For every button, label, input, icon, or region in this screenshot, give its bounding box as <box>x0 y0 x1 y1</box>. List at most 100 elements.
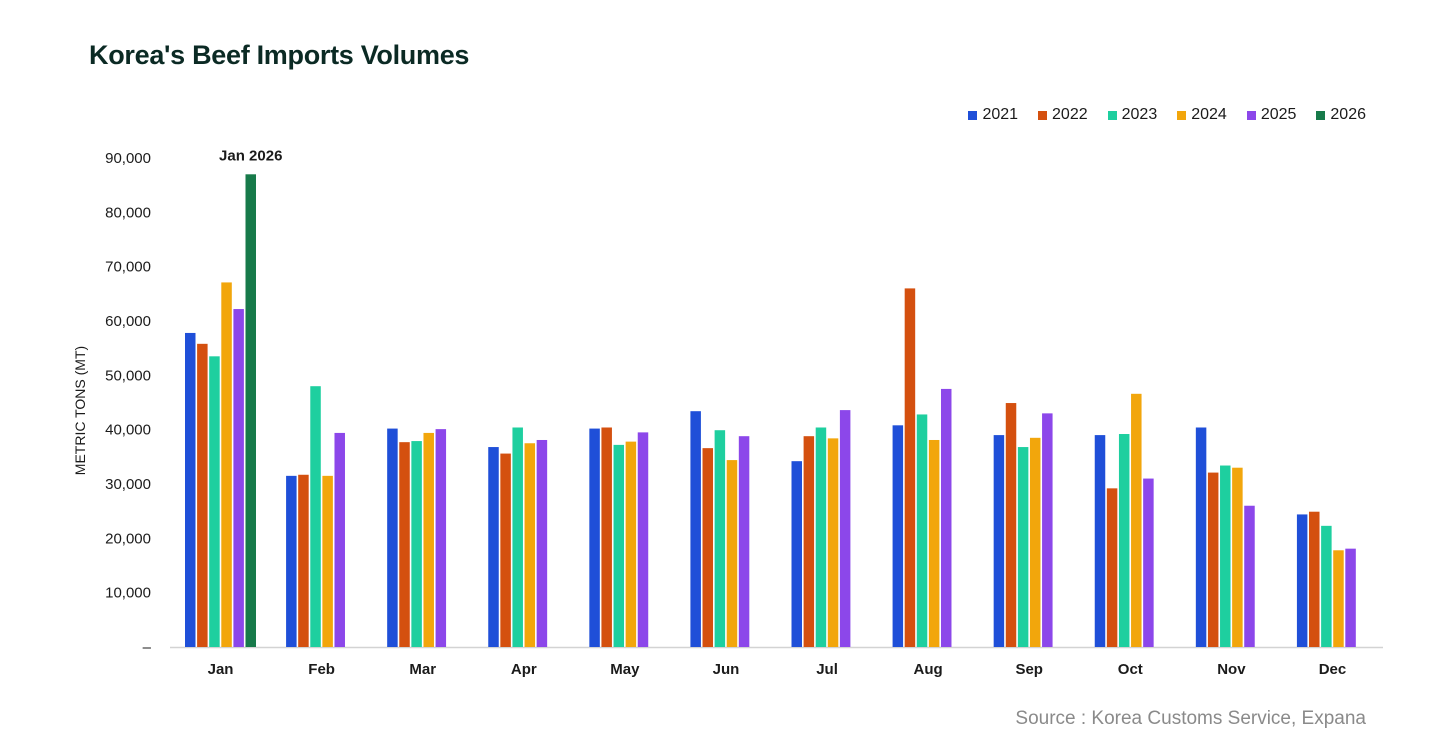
legend-swatch <box>1246 110 1256 120</box>
bar-jun-2025 <box>738 436 750 647</box>
bar-may-2022 <box>601 427 612 647</box>
x-tick-label: Dec <box>1319 661 1347 678</box>
x-tick-label: Feb <box>308 661 335 678</box>
bar-jan-2023 <box>209 356 220 647</box>
bar-annotation: Jan 2026 <box>219 147 282 164</box>
bar-apr-2022 <box>500 453 511 647</box>
bar-jan-2025 <box>233 309 244 647</box>
bar-oct-2021 <box>1094 435 1106 647</box>
bar-jul-2025 <box>839 410 851 647</box>
bar-sep-2021 <box>993 435 1005 647</box>
bar-aug-2025 <box>940 388 952 647</box>
bar-sep-2023 <box>1017 447 1029 647</box>
bar-oct-2022 <box>1106 488 1118 647</box>
bar-apr-2025 <box>536 439 548 647</box>
bar-mar-2021 <box>387 428 398 647</box>
bar-may-2024 <box>625 441 637 647</box>
legend-item-2024: 2024 <box>1177 106 1227 124</box>
bar-mar-2023 <box>411 441 422 647</box>
bar-aug-2024 <box>928 439 940 647</box>
x-tick-label: Jul <box>816 661 838 678</box>
bar-nov-2023 <box>1220 465 1231 647</box>
x-tick-label: Nov <box>1217 661 1246 678</box>
bar-nov-2025 <box>1244 505 1255 647</box>
bar-feb-2022 <box>298 474 309 647</box>
bar-jun-2024 <box>726 460 738 647</box>
bar-may-2025 <box>637 432 649 647</box>
bar-jul-2022 <box>803 436 815 647</box>
bar-dec-2022 <box>1309 511 1320 647</box>
bar-jul-2021 <box>791 461 802 647</box>
bar-jun-2023 <box>714 430 726 647</box>
bar-feb-2024 <box>322 475 333 647</box>
legend-swatch <box>1316 110 1326 120</box>
bar-mar-2024 <box>423 432 434 647</box>
bar-oct-2023 <box>1118 434 1130 647</box>
bar-sep-2025 <box>1042 413 1053 647</box>
y-tick-label: 40,000 <box>105 422 151 439</box>
legend-swatch <box>968 110 978 120</box>
legend-item-2022: 2022 <box>1038 106 1088 124</box>
bar-apr-2021 <box>488 447 499 647</box>
bar-jun-2022 <box>702 448 714 647</box>
y-axis-title: METRIC TONS (MT) <box>72 346 88 475</box>
legend-swatch <box>1107 110 1117 120</box>
x-tick-label: Aug <box>914 661 943 678</box>
bar-feb-2025 <box>334 432 345 647</box>
y-tick-label: 60,000 <box>105 313 151 330</box>
y-tick-label: 70,000 <box>105 259 151 276</box>
bar-dec-2021 <box>1296 514 1308 647</box>
bar-may-2023 <box>613 444 625 647</box>
legend-item-2026: 2026 <box>1316 106 1366 124</box>
x-tick-label: Jan <box>208 661 234 678</box>
y-tick-label: 20,000 <box>105 530 151 547</box>
y-tick-label: 90,000 <box>105 150 151 167</box>
chart-title: Korea's Beef Imports Volumes <box>89 40 470 70</box>
x-tick-label: Apr <box>511 661 537 678</box>
bar-dec-2024 <box>1333 550 1344 647</box>
bar-dec-2023 <box>1321 525 1332 647</box>
x-tick-label: Mar <box>409 661 436 678</box>
x-tick-label: Oct <box>1118 661 1143 678</box>
bar-sep-2022 <box>1005 403 1017 647</box>
y-tick-label: – <box>143 639 152 656</box>
bar-aug-2021 <box>892 425 904 647</box>
bar-may-2021 <box>589 428 600 647</box>
x-tick-label: Sep <box>1015 661 1043 678</box>
bar-nov-2021 <box>1195 427 1207 647</box>
bar-oct-2025 <box>1143 478 1154 647</box>
legend-swatch <box>1038 110 1048 120</box>
bar-feb-2021 <box>286 475 297 647</box>
bar-jun-2021 <box>690 411 701 647</box>
bar-jul-2024 <box>827 438 839 647</box>
legend-label: 2024 <box>1191 106 1227 123</box>
legend-swatch <box>1177 110 1187 120</box>
bar-jan-2024 <box>221 282 232 647</box>
x-tick-label: May <box>610 661 640 678</box>
y-tick-label: 50,000 <box>105 367 151 384</box>
bar-jan-2022 <box>197 343 208 647</box>
bar-mar-2022 <box>399 442 410 647</box>
bar-sep-2024 <box>1029 437 1041 647</box>
y-tick-label: 80,000 <box>105 204 151 221</box>
y-tick-label: 10,000 <box>105 585 151 602</box>
y-tick-label: 30,000 <box>105 476 151 493</box>
bar-oct-2024 <box>1131 393 1142 647</box>
bar-aug-2023 <box>916 414 928 647</box>
legend-item-2025: 2025 <box>1246 106 1297 124</box>
source-note: Source : Korea Customs Service, Expana <box>1015 708 1366 729</box>
legend-item-2023: 2023 <box>1107 106 1158 124</box>
bar-nov-2022 <box>1207 472 1219 647</box>
x-tick-label: Jun <box>713 661 740 678</box>
bar-jan-2021 <box>185 332 196 647</box>
legend-label: 2023 <box>1121 106 1158 123</box>
legend-label: 2026 <box>1330 106 1366 123</box>
bar-aug-2022 <box>904 288 916 647</box>
bar-dec-2025 <box>1345 548 1356 647</box>
chart-legend: 2021 2022 2023 2024 2025 2026 <box>968 106 1366 124</box>
bar-jul-2023 <box>815 427 827 647</box>
legend-label: 2022 <box>1052 106 1088 123</box>
bar-apr-2023 <box>512 427 523 647</box>
legend-label: 2025 <box>1260 106 1297 123</box>
